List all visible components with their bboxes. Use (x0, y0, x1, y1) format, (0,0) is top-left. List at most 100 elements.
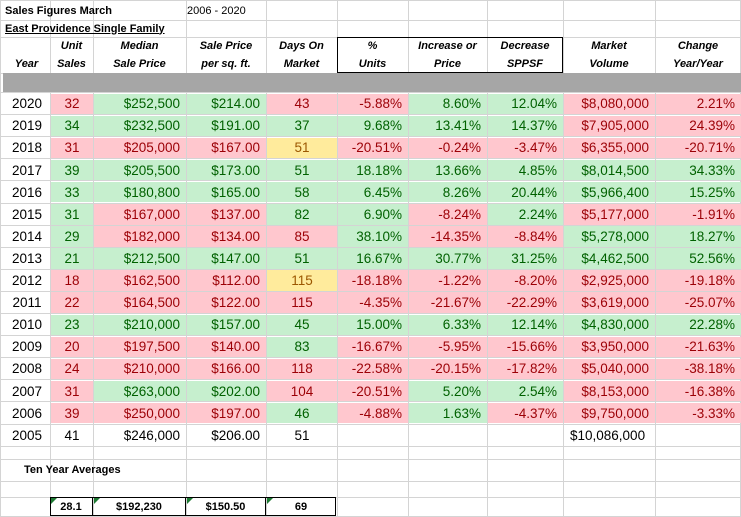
cell-year[interactable]: 2020 (11, 96, 43, 112)
cell-price-per-sqft[interactable]: $134.00 (187, 226, 266, 247)
cell-year[interactable]: 2014 (11, 228, 43, 244)
cell-year[interactable]: 2013 (11, 250, 43, 266)
cell-pct-units[interactable]: 15.00% (338, 314, 408, 336)
cell-price-per-sqft[interactable]: $147.00 (187, 248, 266, 269)
cell-median-price[interactable]: $212,500 (94, 248, 186, 269)
cell-median-price[interactable]: $263,000 (94, 380, 186, 402)
cell-pct-sppsf[interactable]: 12.04% (488, 93, 563, 115)
cell-market-volume[interactable]: $6,355,000 (564, 137, 655, 159)
cell-unit-sales[interactable]: 18 (51, 270, 93, 291)
cell-days-on-market[interactable]: 85 (267, 226, 337, 247)
avg-dom[interactable]: 69 (294, 500, 308, 513)
cell-market-volume[interactable]: $5,177,000 (564, 204, 655, 225)
cell-change-yoy[interactable]: 52.56% (656, 248, 741, 269)
cell-price-per-sqft[interactable]: $214.00 (187, 93, 266, 115)
cell-market-volume[interactable]: $4,462,500 (564, 248, 655, 269)
cell-pct-price[interactable]: 13.41% (409, 115, 487, 137)
cell-change-yoy[interactable]: -20.71% (656, 137, 741, 159)
cell-change-yoy[interactable]: -38.18% (656, 358, 741, 380)
cell-pct-units[interactable]: 9.68% (338, 115, 408, 137)
cell-days-on-market[interactable]: 45 (267, 314, 337, 336)
cell-market-volume[interactable]: $7,905,000 (564, 115, 655, 137)
cell-median-price[interactable]: $250,000 (94, 402, 186, 424)
cell-year[interactable]: 2010 (11, 317, 43, 333)
cell-median-price[interactable]: $205,000 (94, 137, 186, 159)
cell-days-on-market[interactable]: 51 (294, 427, 310, 443)
cell-change-yoy[interactable]: -25.07% (656, 292, 741, 313)
cell-unit-sales[interactable]: 39 (51, 402, 93, 424)
cell-unit-sales[interactable]: 23 (51, 314, 93, 336)
cell-pct-units[interactable]: -20.51% (338, 380, 408, 402)
cell-market-volume[interactable]: $5,040,000 (564, 358, 655, 380)
cell-days-on-market[interactable]: 51 (267, 159, 337, 181)
cell-market-volume[interactable]: $8,153,000 (564, 380, 655, 402)
cell-median-price[interactable]: $210,000 (94, 314, 186, 336)
cell-pct-price[interactable]: 6.33% (409, 314, 487, 336)
cell-price-per-sqft[interactable]: $122.00 (187, 292, 266, 313)
cell-pct-sppsf[interactable] (488, 425, 563, 446)
cell-median-price[interactable]: $252,500 (94, 93, 186, 115)
cell-pct-price[interactable]: 13.66% (409, 159, 487, 181)
cell-days-on-market[interactable]: 115 (267, 270, 337, 291)
cell-pct-units[interactable]: 16.67% (338, 248, 408, 269)
cell-pct-sppsf[interactable]: 14.37% (488, 115, 563, 137)
cell-median-price[interactable]: $164,500 (94, 292, 186, 313)
cell-pct-units[interactable]: 6.90% (338, 204, 408, 225)
cell-median-price[interactable]: $246,000 (123, 427, 180, 443)
cell-change-yoy[interactable]: -21.63% (656, 336, 741, 358)
cell-price-per-sqft[interactable]: $167.00 (187, 137, 266, 159)
cell-days-on-market[interactable]: 51 (267, 248, 337, 269)
cell-pct-price[interactable]: -0.24% (409, 137, 487, 159)
cell-pct-units[interactable]: -4.88% (338, 402, 408, 424)
cell-change-yoy[interactable]: 18.27% (656, 226, 741, 247)
cell-year[interactable]: 2012 (11, 273, 43, 289)
cell-year[interactable]: 2018 (11, 140, 43, 156)
cell-unit-sales[interactable]: 20 (51, 336, 93, 358)
cell-year[interactable]: 2016 (11, 184, 43, 200)
cell-median-price[interactable]: $162,500 (94, 270, 186, 291)
cell-change-yoy[interactable]: -16.38% (656, 380, 741, 402)
cell-pct-sppsf[interactable]: -15.66% (488, 336, 563, 358)
cell-days-on-market[interactable]: 58 (267, 181, 337, 203)
cell-pct-units[interactable]: -22.58% (338, 358, 408, 380)
cell-price-per-sqft[interactable]: $166.00 (187, 358, 266, 380)
avg-median[interactable]: $192,230 (93, 497, 186, 516)
cell-unit-sales[interactable]: 31 (51, 204, 93, 225)
cell-pct-sppsf[interactable]: 2.54% (488, 380, 563, 402)
cell-unit-sales[interactable]: 29 (51, 226, 93, 247)
cell-days-on-market[interactable]: 104 (267, 380, 337, 402)
cell-change-yoy[interactable]: 34.33% (656, 159, 741, 181)
cell-pct-price[interactable]: 8.26% (409, 181, 487, 203)
cell-price-per-sqft[interactable]: $165.00 (187, 181, 266, 203)
cell-change-yoy[interactable]: 22.28% (656, 314, 741, 336)
cell-year[interactable]: 2007 (11, 383, 43, 399)
cell-pct-sppsf[interactable]: -22.29% (488, 292, 563, 313)
cell-pct-units[interactable]: -16.67% (338, 336, 408, 358)
cell-pct-price[interactable] (409, 425, 487, 446)
cell-pct-units[interactable]: 6.45% (338, 181, 408, 203)
cell-unit-sales[interactable]: 41 (64, 427, 80, 443)
cell-change-yoy[interactable]: 15.25% (656, 181, 741, 203)
avg-units[interactable]: 28.1 (50, 497, 93, 516)
cell-median-price[interactable]: $182,000 (94, 226, 186, 247)
cell-market-volume[interactable]: $4,830,000 (564, 314, 655, 336)
cell-market-volume[interactable]: $8,014,500 (564, 159, 655, 181)
cell-change-yoy[interactable]: 24.39% (656, 115, 741, 137)
cell-pct-units[interactable]: -5.88% (338, 93, 408, 115)
cell-median-price[interactable]: $167,000 (94, 204, 186, 225)
cell-price-per-sqft[interactable]: $191.00 (187, 115, 266, 137)
cell-price-per-sqft[interactable]: $197.00 (187, 402, 266, 424)
cell-price-per-sqft[interactable]: $173.00 (187, 159, 266, 181)
cell-price-per-sqft[interactable]: $157.00 (187, 314, 266, 336)
cell-pct-sppsf[interactable]: 31.25% (488, 248, 563, 269)
cell-pct-sppsf[interactable]: -17.82% (488, 358, 563, 380)
cell-market-volume[interactable]: $3,950,000 (564, 336, 655, 358)
cell-change-yoy[interactable]: 2.21% (656, 93, 741, 115)
cell-pct-price[interactable]: 8.60% (409, 93, 487, 115)
cell-days-on-market[interactable]: 83 (267, 336, 337, 358)
cell-year[interactable]: 2015 (11, 206, 43, 222)
cell-median-price[interactable]: $232,500 (94, 115, 186, 137)
cell-year[interactable]: 2008 (11, 361, 43, 377)
cell-pct-sppsf[interactable]: -3.47% (488, 137, 563, 159)
cell-unit-sales[interactable]: 22 (51, 292, 93, 313)
